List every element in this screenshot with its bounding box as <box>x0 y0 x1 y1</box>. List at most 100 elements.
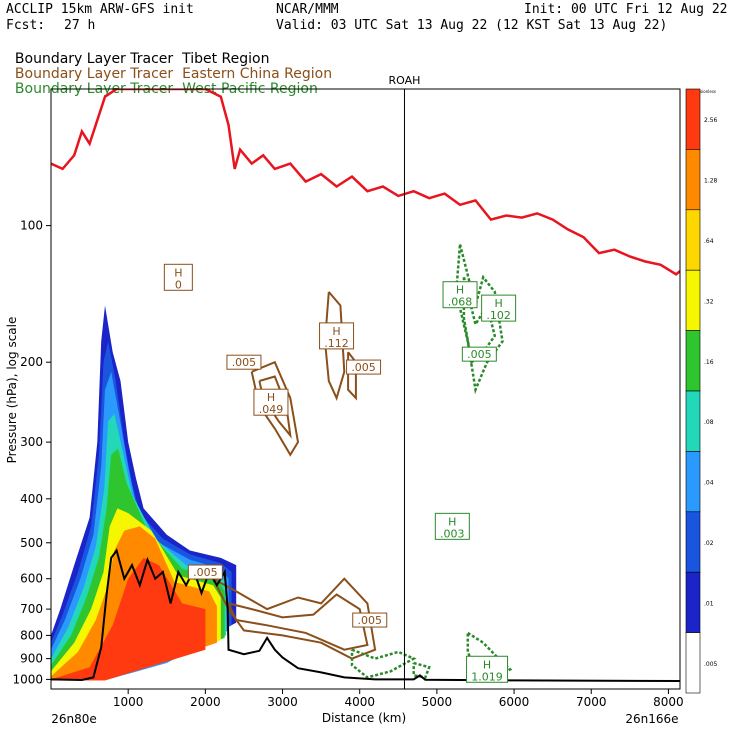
annotation-high-label: H <box>456 284 464 297</box>
tropopause-line <box>51 89 680 276</box>
annotation-box: .005 <box>187 564 223 580</box>
annotation-value: .068 <box>448 296 473 309</box>
colorbar-segment <box>685 632 701 694</box>
annotation-value: .005 <box>467 348 492 361</box>
colorbar-segment <box>685 269 701 331</box>
legend-eastern-china: Boundary Layer Tracer Eastern China Regi… <box>6 50 332 82</box>
legend-tibet-region: Tibet Region <box>182 51 270 67</box>
y-tick-label: 500 <box>20 536 43 550</box>
x-tick-label: 2000 <box>190 695 221 709</box>
annotation-frame <box>352 612 388 628</box>
station-label: ROAH <box>389 74 421 87</box>
legend-eastern-china-region: Eastern China Region <box>182 66 333 82</box>
annotation-value: .005 <box>193 566 218 579</box>
y-tick-label: 200 <box>20 355 43 369</box>
legend-tibet: Boundary Layer Tracer Tibet Region <box>6 35 270 67</box>
plot-frame <box>50 88 681 690</box>
annotation-high-label: H <box>448 515 456 528</box>
colorbar-segment <box>685 209 701 271</box>
annotation-box: H.003 <box>434 512 470 540</box>
valid-time: Valid: 03 UTC Sat 13 Aug 22 (12 KST Sat … <box>276 18 668 33</box>
x-tick-label: 1000 <box>113 695 144 709</box>
y-tick-label: 100 <box>20 219 43 233</box>
eastern-china-contour-5 <box>227 593 369 651</box>
colorbar-level-label: 2.56 <box>704 117 718 124</box>
annotation-box: H.049 <box>253 388 289 416</box>
x-tick-label: 4000 <box>344 695 375 709</box>
annotation-value: .102 <box>486 309 511 322</box>
annotation-box: .005 <box>461 346 497 362</box>
fcst-value: 27 h <box>64 18 96 33</box>
x-tick-label: 8000 <box>653 695 684 709</box>
eastern-china-contour-4 <box>212 577 377 660</box>
annotation-high-label: H <box>267 391 275 404</box>
annotation-frame <box>481 294 517 322</box>
annotation-frame <box>346 359 382 375</box>
annotation-value: 1.019 <box>471 670 503 683</box>
y-tick-label: 600 <box>20 572 43 586</box>
annotation-box: H.102 <box>481 294 517 322</box>
y-tick-label: 300 <box>20 435 43 449</box>
right-endpoint-label: 26n166e <box>625 712 678 726</box>
annotation-frame <box>163 263 193 291</box>
left-endpoint-label: 26n80e <box>51 712 97 726</box>
colorbar-level-label: .08 <box>704 419 714 426</box>
y-axis-label: Pressure (hPa), log scale <box>5 317 19 464</box>
annotation-box: .005 <box>352 612 388 628</box>
x-tick-label: 5000 <box>422 695 453 709</box>
annotation-frame <box>461 346 497 362</box>
annotation-high-label: H <box>494 297 502 310</box>
colorbar-segment <box>685 88 701 150</box>
annotation-frame <box>187 564 223 580</box>
annotation-box: H.112 <box>319 322 355 350</box>
annotation-box: H0 <box>163 263 193 291</box>
annotation-frame <box>466 655 509 683</box>
colorbar-segment <box>685 511 701 573</box>
colorbar-segment <box>685 571 701 633</box>
colorbar-level-label: .01 <box>704 600 714 607</box>
west-pacific-contour-1 <box>462 277 497 365</box>
x-axis-label: Distance (km) <box>322 711 406 725</box>
colorbar-level-label: .64 <box>704 238 714 245</box>
annotation-value: .003 <box>440 527 465 540</box>
annotation-box: .005 <box>346 359 382 375</box>
model-title: ACCLIP 15km ARW-GFS init <box>6 2 194 17</box>
annotation-value: .112 <box>324 337 349 350</box>
annotation-value: 0 <box>175 278 182 291</box>
annotation-high-label: H <box>174 266 182 279</box>
y-tick-label: 1000 <box>12 672 43 686</box>
org-label: NCAR/MMM <box>276 2 339 17</box>
annotation-frame <box>253 388 289 416</box>
y-tick-label: 900 <box>20 652 43 666</box>
x-tick-label: 3000 <box>267 695 298 709</box>
annotation-value: .049 <box>259 403 284 416</box>
colorbar-title: Dimensionless <box>687 89 716 94</box>
annotation-value: .005 <box>357 614 382 627</box>
annotation-box: H1.019 <box>466 655 509 683</box>
annotation-frame <box>226 354 262 370</box>
fcst-label: Fcst: <box>6 18 46 33</box>
colorbar-level-label: .02 <box>704 540 714 547</box>
annotation-high-label: H <box>483 658 491 671</box>
annotation-high-label: H <box>332 325 340 338</box>
west-pacific-contour-4 <box>412 661 431 679</box>
eastern-china-contour-3 <box>347 351 357 401</box>
annotation-box: H.068 <box>442 281 478 309</box>
y-tick-label: 800 <box>20 628 43 642</box>
init-time: Init: 00 UTC Fri 12 Aug 22 <box>524 2 728 17</box>
colorbar-segment <box>685 330 701 392</box>
west-pacific-contour-2 <box>350 648 417 679</box>
annotation-frame <box>442 281 478 309</box>
y-tick-label: 400 <box>20 492 43 506</box>
colorbar-level-label: 1.28 <box>704 178 718 185</box>
west-pacific-contour-3 <box>466 631 513 679</box>
annotation-box: .005 <box>226 354 262 370</box>
colorbar-level-label: .005 <box>704 661 718 668</box>
legend-tibet-prefix: Boundary Layer Tracer <box>14 51 174 67</box>
annotation-frame <box>434 512 470 540</box>
x-tick-label: 6000 <box>499 695 530 709</box>
west-pacific-contour-0 <box>454 244 504 395</box>
colorbar-level-label: .16 <box>704 359 714 366</box>
annotation-value: .005 <box>351 361 376 374</box>
